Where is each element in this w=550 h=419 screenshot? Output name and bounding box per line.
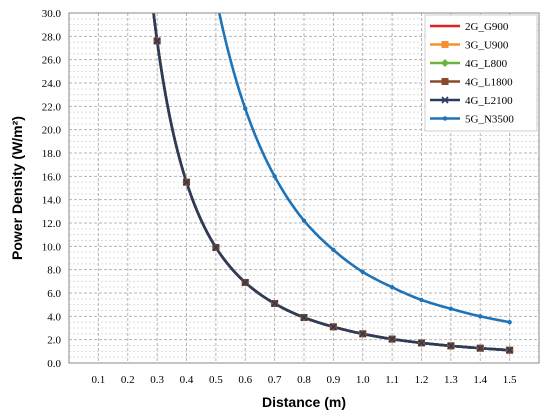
series-markers xyxy=(153,37,514,355)
data-point-5G_N3500 xyxy=(448,306,454,311)
y-tick-label: 20.0 xyxy=(42,125,62,137)
x-tick-label: 0.2 xyxy=(121,374,135,386)
y-tick-label: 18.0 xyxy=(42,148,62,160)
data-point-4G_L2100 xyxy=(182,178,191,186)
x-tick-label: 1.5 xyxy=(503,374,517,386)
x-tick-label: 0.1 xyxy=(92,374,106,386)
x-axis-title: Distance (m) xyxy=(262,394,346,410)
data-point-4G_L2100 xyxy=(329,323,337,331)
legend-box xyxy=(424,14,538,132)
y-tick-label: 14.0 xyxy=(42,195,62,207)
data-point-5G_N3500 xyxy=(272,174,277,179)
x-tick-label: 0.6 xyxy=(238,374,252,386)
x-tick-label: 1.3 xyxy=(444,374,458,386)
legend-label: 5G_N3500 xyxy=(465,114,514,126)
y-tick-label: 24.0 xyxy=(42,78,62,90)
x-tick-label: 0.7 xyxy=(268,374,282,386)
legend-marker xyxy=(441,96,449,104)
legend-label: 2G_G900 xyxy=(465,21,509,33)
y-tick-label: 12.0 xyxy=(42,218,62,230)
series-lines xyxy=(152,13,510,352)
legend-item: 4G_L1800 xyxy=(430,77,513,89)
y-tick-label: 6.0 xyxy=(47,288,61,300)
data-point-5G_N3500 xyxy=(389,284,395,290)
legend: 2G_G900 3G_U900 4G_L800 4G_L1800 4G_L2100 5G_… xyxy=(424,14,538,132)
data-point-4G_L2100 xyxy=(388,335,396,343)
y-tick-label: 10.0 xyxy=(42,241,62,253)
series-line-4G_L2100 xyxy=(152,13,510,352)
series-line-5G_N3500 xyxy=(217,13,510,324)
y-axis-ticks: 0.0 2.0 4.0 6.0 8.0 10.0 12.0 14.0 16.0 18.0 20.0 2… xyxy=(42,8,62,370)
y-tick-label: 28.0 xyxy=(42,31,62,43)
y-tick-label: 26.0 xyxy=(42,55,62,67)
data-point-4G_L2100 xyxy=(417,339,426,347)
legend-marker xyxy=(442,116,448,121)
legend-item: 4G_L800 xyxy=(430,58,508,70)
y-tick-label: 16.0 xyxy=(42,171,62,183)
legend-item: 4G_L2100 xyxy=(430,95,513,107)
data-point-5G_N3500 xyxy=(360,269,365,275)
x-tick-label: 0.3 xyxy=(150,374,164,386)
legend-label: 4G_L1800 xyxy=(465,77,513,89)
y-tick-label: 4.0 xyxy=(47,311,61,323)
y-tick-label: 2.0 xyxy=(47,335,61,347)
data-point-5G_N3500 xyxy=(331,247,336,253)
x-tick-label: 0.5 xyxy=(209,374,223,386)
data-point-4G_L2100 xyxy=(447,342,455,350)
x-tick-label: 1.4 xyxy=(473,374,487,386)
x-tick-label: 0.9 xyxy=(327,374,341,386)
data-point-5G_N3500 xyxy=(243,106,248,111)
data-point-4G_L2100 xyxy=(476,344,484,352)
data-point-4G_L2100 xyxy=(153,37,161,45)
data-point-4G_L2100 xyxy=(506,346,514,354)
y-tick-label: 22.0 xyxy=(42,101,62,113)
x-tick-label: 0.4 xyxy=(180,374,194,386)
legend-marker xyxy=(441,78,449,85)
legend-item: 2G_G900 xyxy=(430,21,509,33)
x-tick-label: 1.0 xyxy=(356,374,370,386)
data-point-5G_N3500 xyxy=(419,297,424,303)
x-tick-label: 1.2 xyxy=(415,374,429,386)
legend-marker xyxy=(441,59,449,67)
legend-marker xyxy=(441,41,449,48)
data-point-5G_N3500 xyxy=(301,218,307,223)
y-tick-label: 8.0 xyxy=(47,265,61,277)
x-axis-ticks: 0.1 0.2 0.3 0.4 0.5 0.6 0.7 0.8 0.9 1.0 1.1 1.2 1.3 1… xyxy=(92,374,518,386)
legend-label: 3G_U900 xyxy=(465,40,509,52)
data-point-4G_L2100 xyxy=(241,278,249,287)
data-point-5G_N3500 xyxy=(507,319,512,325)
x-tick-label: 0.8 xyxy=(297,374,311,386)
plot-frame xyxy=(68,12,540,364)
legend-label: 4G_L2100 xyxy=(465,95,513,107)
x-tick-label: 1.1 xyxy=(385,374,399,386)
y-axis-title: Power Density (W/m²) xyxy=(9,116,25,260)
data-point-5G_N3500 xyxy=(478,314,483,319)
data-point-4G_L2100 xyxy=(300,313,308,322)
data-point-4G_L2100 xyxy=(359,330,367,338)
y-tick-label: 30.0 xyxy=(42,8,62,20)
data-point-4G_L2100 xyxy=(212,243,220,252)
legend-label: 4G_L800 xyxy=(465,58,508,70)
y-tick-label: 0.0 xyxy=(47,358,61,370)
data-point-4G_L2100 xyxy=(271,299,279,308)
legend-item: 3G_U900 xyxy=(430,40,509,52)
legend-item: 5G_N3500 xyxy=(430,114,514,126)
